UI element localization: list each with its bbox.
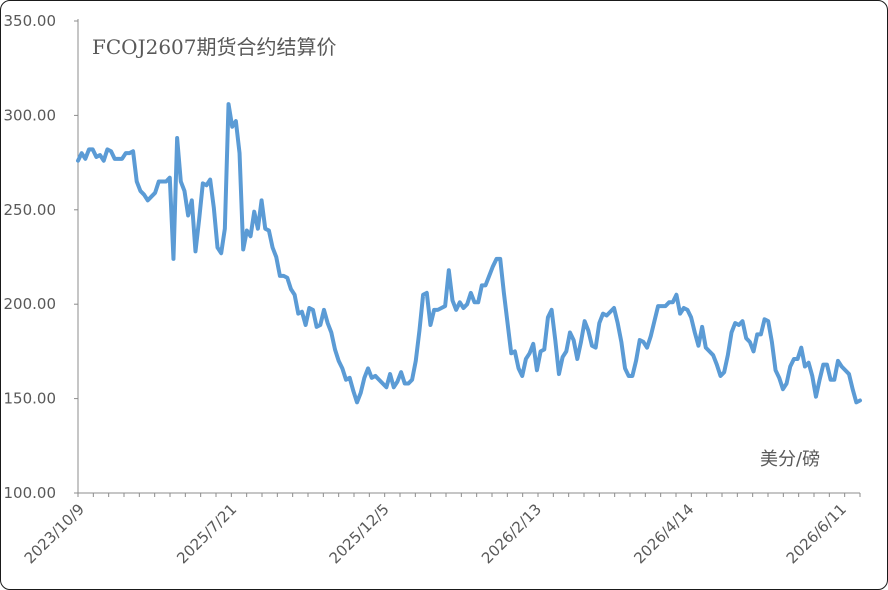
y-tick-label: 100.00 (4, 484, 57, 502)
unit-label: 美分/磅 (760, 449, 820, 470)
y-tick-label: 300.00 (4, 106, 57, 124)
y-tick-label: 250.00 (4, 201, 57, 219)
y-tick-label: 200.00 (4, 295, 57, 313)
chart-title: FCOJ2607期货合约结算价 (92, 35, 337, 59)
y-axis-ticks: 100.00 150.00 200.00 250.00 300.00 350.00 (4, 12, 57, 502)
x-tick-label: 2026/6/11 (783, 500, 850, 567)
x-tick-label: 2025/12/5 (326, 500, 393, 567)
x-tick-label: 2025/7/21 (173, 500, 240, 567)
y-tick-label: 150.00 (4, 390, 57, 408)
x-tick-label: 2023/10/9 (21, 500, 88, 567)
x-tick-label: 2026/4/14 (630, 500, 697, 567)
x-tick-label: 2026/2/13 (478, 500, 545, 567)
axes (74, 19, 860, 494)
series-layer (76, 102, 862, 405)
series-line (76, 102, 862, 405)
y-tick-label: 350.00 (4, 12, 57, 30)
x-axis-ticks: 2023/10/9 2025/7/21 2025/12/5 2026/2/13 2026… (21, 493, 861, 567)
